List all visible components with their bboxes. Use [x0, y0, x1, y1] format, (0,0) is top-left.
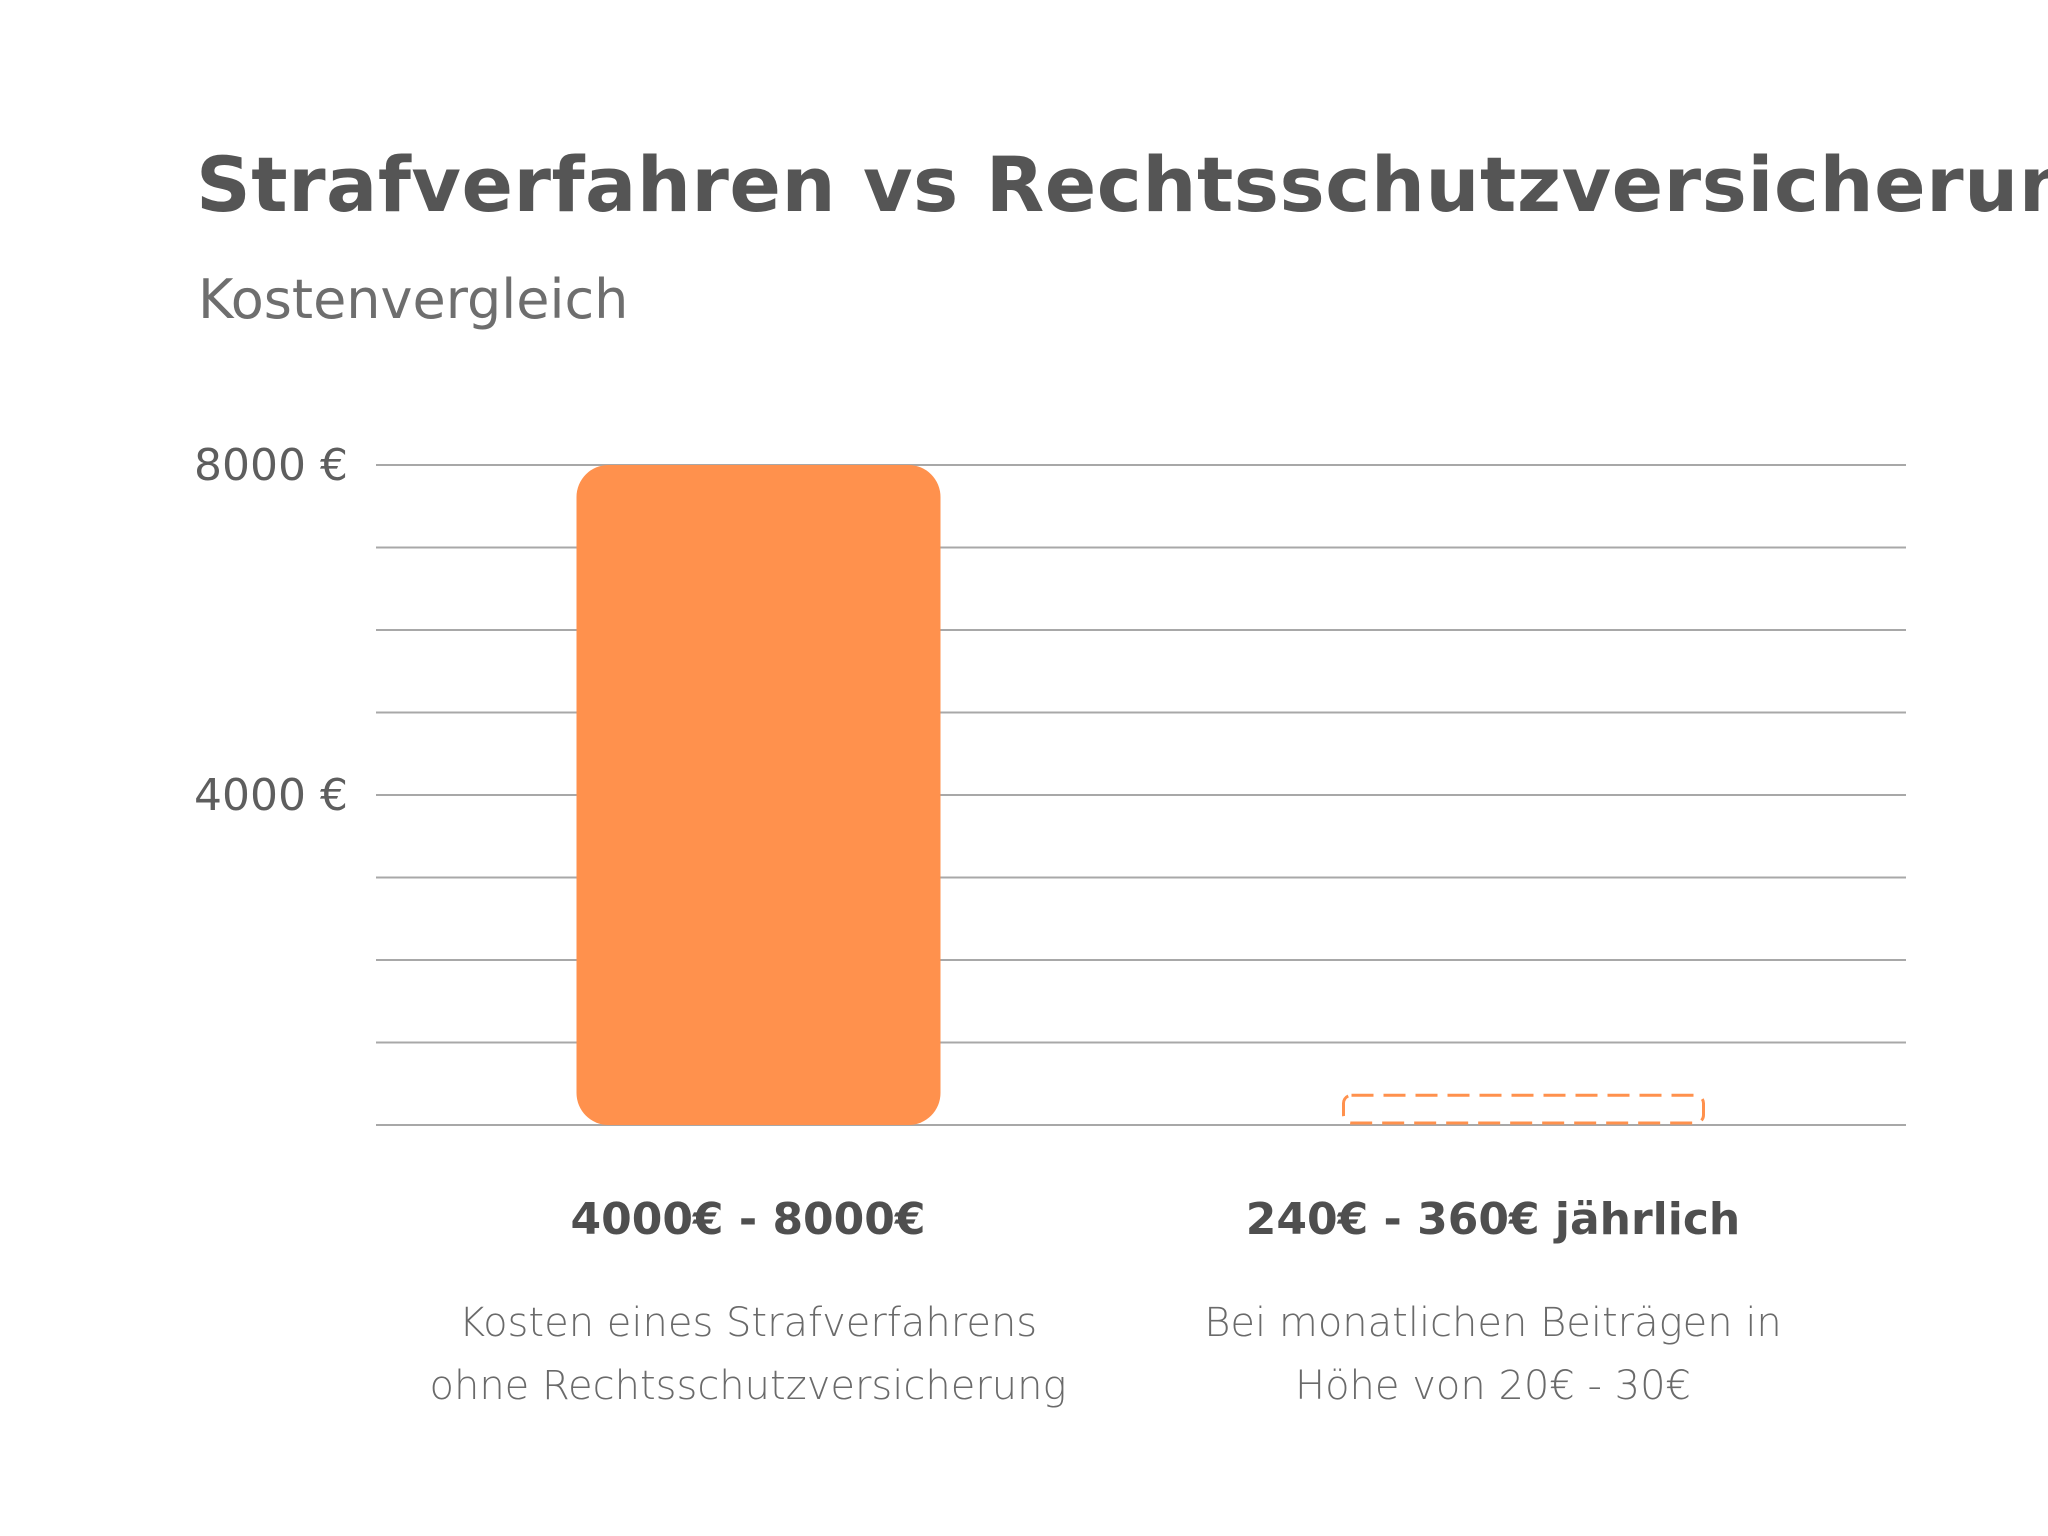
bar-value-label: 240€ - 360€ jährlich — [1245, 1194, 1741, 1245]
y-axis-ticks: 8000 € 4000 € — [194, 440, 348, 821]
bar-description-line: Bei monatlichen Beiträgen in — [1204, 1300, 1782, 1346]
y-tick-label: 4000 € — [194, 770, 348, 821]
category-block-rechtsschutz: 240€ - 360€ jährlich Bei monatlichen Bei… — [1113, 1190, 1873, 1418]
bar-description-line: Höhe von 20€ - 30€ — [1295, 1363, 1691, 1409]
category-block-strafverfahren: 4000€ - 8000€ Kosten eines Strafverfahre… — [368, 1190, 1128, 1418]
bar-description: Bei monatlichen Beiträgen in Höhe von 20… — [1113, 1292, 1873, 1418]
bar-description: Kosten eines Strafverfahrens ohne Rechts… — [368, 1292, 1128, 1418]
bars — [576, 465, 1705, 1125]
bar-description-line: Kosten eines Strafverfahrens — [458, 1300, 1038, 1346]
chart-title: Strafverfahren vs Rechtsschutzversicheru… — [196, 140, 2048, 229]
bar — [576, 465, 941, 1125]
bar-value-label: 4000€ - 8000€ — [570, 1194, 926, 1245]
bar-description-line: ohne Rechtsschutzversicherung — [429, 1363, 1067, 1409]
bar — [1342, 1093, 1705, 1125]
y-tick-label: 8000 € — [194, 440, 348, 491]
chart-subtitle: Kostenvergleich — [198, 268, 629, 331]
